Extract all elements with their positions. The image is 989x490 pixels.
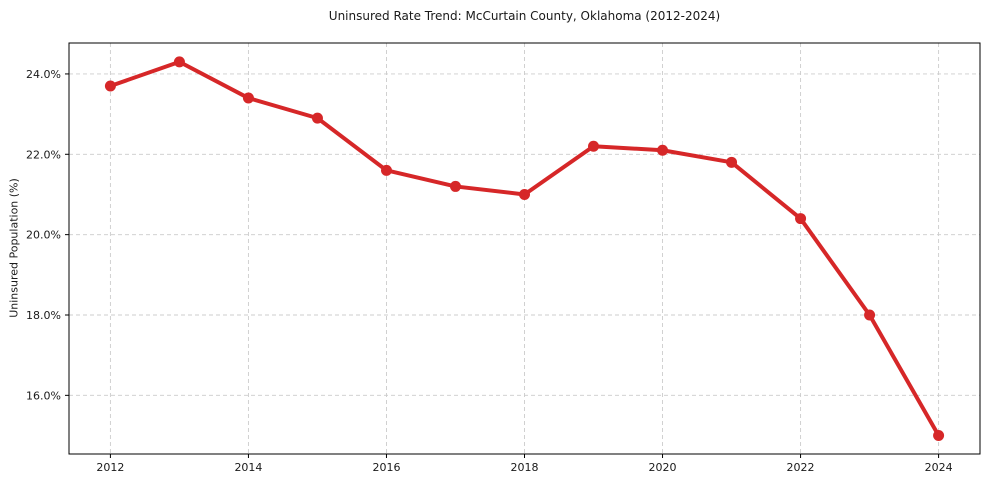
chart-title: Uninsured Rate Trend: McCurtain County, … — [328, 9, 721, 23]
data-point-2014 — [242, 92, 254, 104]
x-tick-label: 2022 — [787, 461, 815, 474]
x-tick-label: 2024 — [925, 461, 953, 474]
y-tick-label: 22.0% — [26, 148, 61, 161]
y-tick-label: 18.0% — [26, 309, 61, 322]
data-point-2022 — [795, 213, 807, 225]
y-tick-label: 24.0% — [26, 68, 61, 81]
data-point-2012 — [104, 80, 116, 92]
data-point-2018 — [519, 188, 530, 200]
data-point-2024 — [933, 430, 945, 442]
x-tick-label: 2018 — [511, 461, 539, 474]
y-tick-label: 16.0% — [26, 389, 61, 402]
x-tick-label: 2014 — [234, 461, 262, 474]
data-point-2019 — [588, 140, 600, 152]
data-point-2015 — [311, 112, 323, 124]
x-tick-label: 2020 — [649, 461, 677, 474]
x-tick-label: 2016 — [372, 461, 400, 474]
data-point-2016 — [380, 164, 392, 176]
data-point-2021 — [726, 156, 738, 168]
data-point-2020 — [657, 144, 669, 156]
data-point-2017 — [449, 180, 461, 192]
x-tick-label: 2012 — [96, 461, 124, 474]
data-point-2023 — [864, 309, 876, 321]
data-point-2013 — [173, 56, 185, 68]
y-tick-label: 20.0% — [26, 229, 61, 242]
